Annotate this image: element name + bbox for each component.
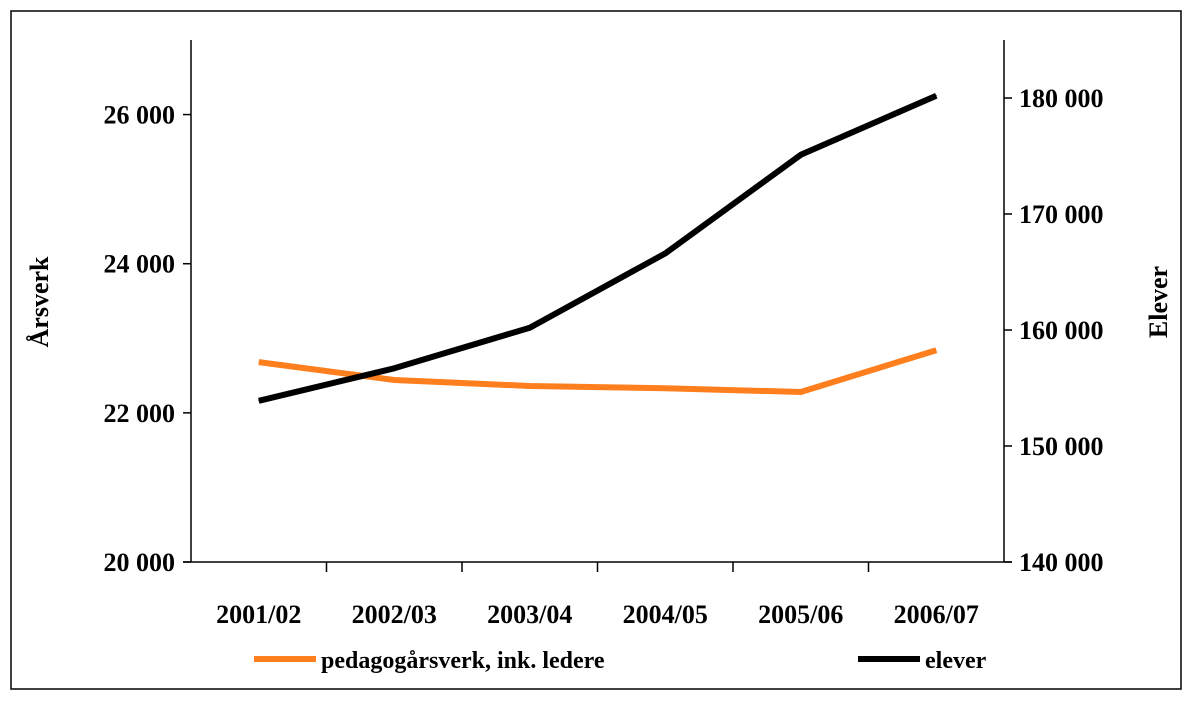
x-tick-label: 2001/02: [216, 600, 301, 629]
right-tick-label: 140 000: [1019, 548, 1104, 577]
left-tick-label: 22 000: [104, 399, 176, 428]
data-point: [800, 154, 802, 156]
data-point: [529, 385, 531, 387]
data-point: [258, 361, 260, 363]
x-tick-label: 2006/07: [894, 600, 979, 629]
data-point: [529, 327, 531, 329]
x-axis-ticks: 2001/02 2002/03 2003/04 2004/05 2005/06 2006/…: [216, 562, 979, 629]
x-tick-label: 2002/03: [352, 600, 437, 629]
series-line-elever: [258, 92, 938, 404]
right-tick-label: 180 000: [1019, 84, 1104, 113]
legend: pedagogårsverk, ink. ledere elever: [254, 648, 987, 674]
right-tick-label: 170 000: [1019, 200, 1104, 229]
legend-label-elever: elever: [925, 648, 987, 674]
data-point: [935, 349, 937, 351]
series-line-pedagogarsverk: [258, 347, 938, 395]
data-point: [393, 367, 395, 369]
data-point: [664, 252, 666, 254]
data-point: [800, 391, 802, 393]
legend-label-pedagog: pedagogårsverk, ink. ledere: [321, 648, 605, 674]
data-point: [935, 95, 937, 97]
series-layer: [258, 92, 938, 404]
data-point: [258, 400, 260, 402]
data-point: [664, 387, 666, 389]
left-tick-label: 26 000: [104, 101, 176, 130]
left-axis-title: Årsverk: [25, 256, 54, 348]
right-axis-title: Elever: [1144, 266, 1173, 338]
left-tick-label: 24 000: [104, 250, 176, 279]
left-axis-ticks: 20 000 22 000 24 000 26 000: [104, 101, 191, 577]
right-tick-label: 160 000: [1019, 316, 1104, 345]
x-tick-label: 2004/05: [623, 600, 708, 629]
right-axis-ticks: 140 000 150 000 160 000 170 000 180 000: [1004, 84, 1104, 577]
x-tick-label: 2003/04: [487, 600, 572, 629]
right-tick-label: 150 000: [1019, 432, 1104, 461]
chart-border: [10, 10, 1182, 690]
data-point: [393, 379, 395, 381]
x-tick-label: 2005/06: [758, 600, 843, 629]
left-tick-label: 20 000: [104, 548, 176, 577]
